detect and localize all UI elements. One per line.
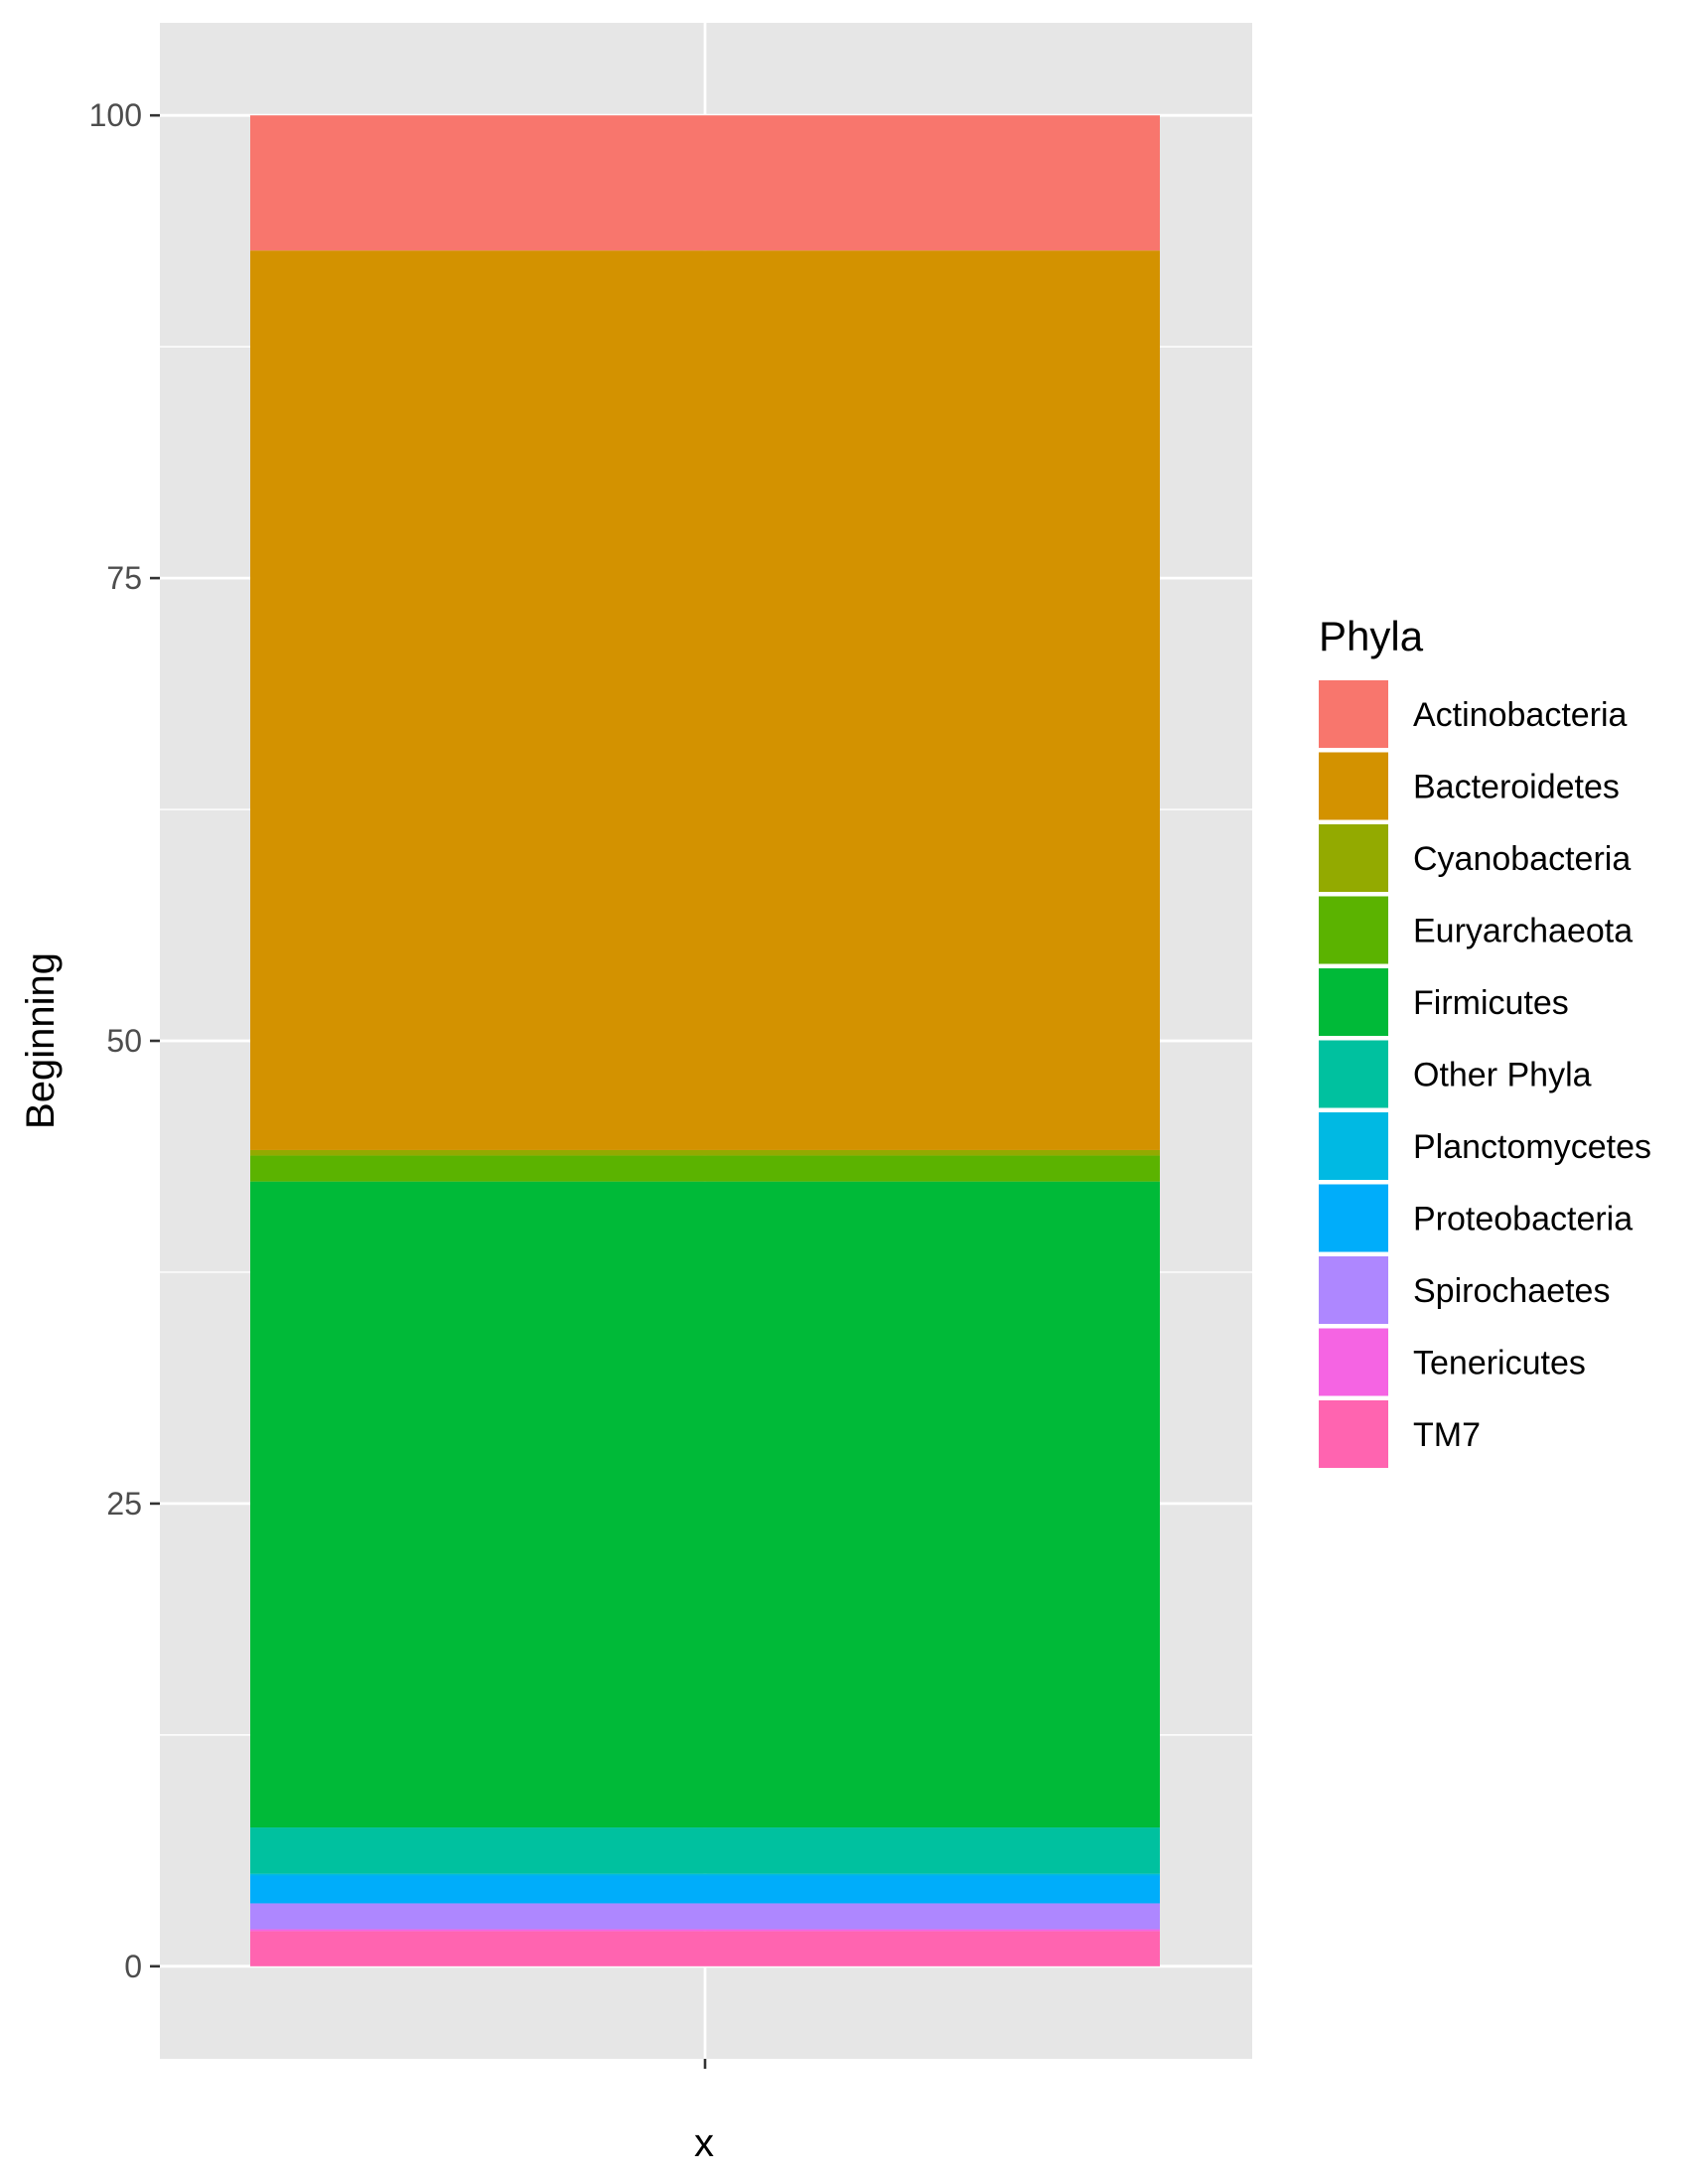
bar-segment-other-phyla: [250, 1827, 1160, 1874]
x-axis-title: x: [694, 2121, 714, 2165]
y-tick-label: 0: [124, 1949, 142, 1984]
legend-label-bacteroidetes: Bacteroidetes: [1413, 769, 1620, 806]
bar-segment-spirochaetes: [250, 1903, 1160, 1930]
legend-key-euryarchaeota: [1319, 896, 1388, 964]
bar-layer: [250, 115, 1160, 1966]
legend-key-other-phyla: [1319, 1040, 1388, 1108]
y-tick-label: 50: [106, 1023, 142, 1059]
legend-key-planctomycetes: [1319, 1112, 1388, 1180]
bar-segment-tm7: [250, 1931, 1160, 1966]
y-tick-label: 25: [106, 1486, 142, 1522]
bar-segment-proteobacteria: [250, 1875, 1160, 1904]
y-tick-label: 75: [106, 560, 142, 596]
legend-label-firmicutes: Firmicutes: [1413, 984, 1569, 1022]
bar-segment-bacteroidetes: [250, 250, 1160, 1150]
legend: Phyla Actinobacteria Bacteroidetes Cyanoba…: [1319, 613, 1651, 1468]
legend-key-cyanobacteria: [1319, 824, 1388, 892]
legend-label-spirochaetes: Spirochaetes: [1413, 1272, 1610, 1310]
bar-segment-cyanobacteria: [250, 1149, 1160, 1156]
y-tick-label: 100: [89, 97, 142, 133]
axis-layer: 0 25 50 75 100: [89, 97, 707, 2069]
bar-segment-actinobacteria: [250, 115, 1160, 251]
legend-key-bacteroidetes: [1319, 752, 1388, 820]
legend-title: Phyla: [1319, 613, 1424, 659]
legend-label-euryarchaeota: Euryarchaeota: [1413, 913, 1633, 950]
legend-label-proteobacteria: Proteobacteria: [1413, 1201, 1633, 1238]
legend-key-tm7: [1319, 1400, 1388, 1468]
bar-segment-euryarchaeota: [250, 1155, 1160, 1182]
legend-key-actinobacteria: [1319, 680, 1388, 748]
legend-label-tm7: TM7: [1413, 1416, 1481, 1454]
legend-key-tenericutes: [1319, 1328, 1388, 1396]
legend-label-other-phyla: Other Phyla: [1413, 1057, 1592, 1094]
legend-key-spirochaetes: [1319, 1256, 1388, 1324]
bar-segment-firmicutes: [250, 1181, 1160, 1828]
legend-label-actinobacteria: Actinobacteria: [1413, 696, 1628, 734]
legend-key-proteobacteria: [1319, 1184, 1388, 1252]
bar-segment-tenericutes: [250, 1929, 1160, 1932]
legend-label-cyanobacteria: Cyanobacteria: [1413, 840, 1631, 878]
legend-key-firmicutes: [1319, 968, 1388, 1036]
legend-label-tenericutes: Tenericutes: [1413, 1345, 1586, 1382]
bar-segment-planctomycetes: [250, 1873, 1160, 1876]
y-axis-title: Beginning: [19, 952, 63, 1129]
legend-label-planctomycetes: Planctomycetes: [1413, 1128, 1651, 1166]
